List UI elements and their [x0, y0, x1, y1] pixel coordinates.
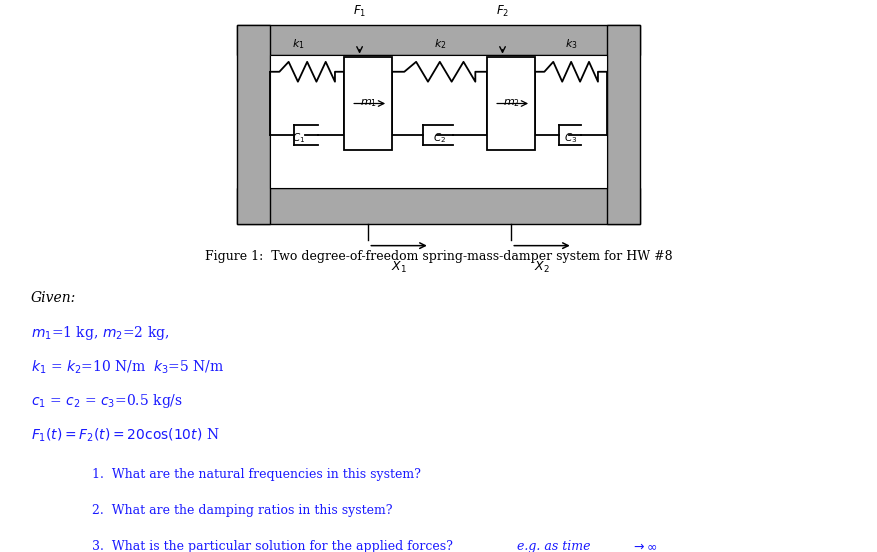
Text: 1.  What are the natural frequencies in this system?: 1. What are the natural frequencies in t…: [92, 468, 421, 481]
Bar: [607, 25, 640, 224]
Text: e.g. as time: e.g. as time: [517, 540, 591, 552]
Text: $C_3$: $C_3$: [565, 131, 578, 145]
Text: $F_1$: $F_1$: [353, 4, 367, 19]
Text: $k_1$: $k_1$: [292, 37, 304, 51]
Text: $X_2$: $X_2$: [534, 259, 550, 274]
Text: $X_1$: $X_1$: [391, 259, 407, 274]
Bar: [237, 25, 270, 224]
Bar: [270, 55, 607, 188]
Text: $m_2$: $m_2$: [503, 98, 520, 109]
Text: $F_1(t) = F_2(t) = 20\cos(10t)$ N: $F_1(t) = F_2(t) = 20\cos(10t)$ N: [31, 426, 219, 444]
Text: $\rightarrow \infty$: $\rightarrow \infty$: [631, 540, 658, 552]
Text: $C_1$: $C_1$: [292, 131, 305, 145]
Bar: [237, 25, 640, 55]
Text: Figure 1:  Two degree-of-freedom spring-mass-damper system for HW #8: Figure 1: Two degree-of-freedom spring-m…: [204, 250, 673, 263]
Bar: [237, 188, 640, 224]
Text: 2.  What are the damping ratios in this system?: 2. What are the damping ratios in this s…: [92, 504, 393, 517]
Text: $k_1$ = $k_2$=10 N/m  $k_3$=5 N/m: $k_1$ = $k_2$=10 N/m $k_3$=5 N/m: [31, 358, 224, 376]
Text: $m_1$=1 kg, $m_2$=2 kg,: $m_1$=1 kg, $m_2$=2 kg,: [31, 324, 169, 342]
Text: $k_3$: $k_3$: [565, 37, 577, 51]
Text: $C_2$: $C_2$: [433, 131, 446, 145]
Bar: [488, 56, 535, 150]
Text: Given:: Given:: [31, 291, 76, 305]
Text: 3.  What is the particular solution for the applied forces?: 3. What is the particular solution for t…: [92, 540, 461, 552]
Bar: [270, 55, 607, 188]
Text: $c_1$ = $c_2$ = $c_3$=0.5 kg/s: $c_1$ = $c_2$ = $c_3$=0.5 kg/s: [31, 392, 182, 410]
Text: $F_2$: $F_2$: [496, 4, 510, 19]
Text: $k_2$: $k_2$: [433, 37, 446, 51]
Text: $m_1$: $m_1$: [360, 98, 377, 109]
Bar: [344, 56, 393, 150]
